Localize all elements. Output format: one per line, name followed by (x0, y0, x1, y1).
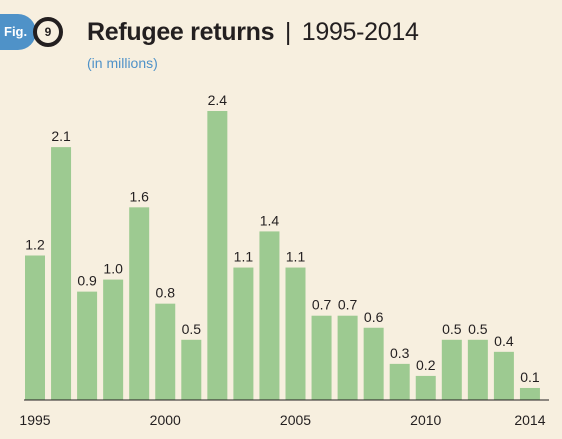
x-tick-2005: 2005 (280, 412, 311, 428)
x-tick-2010: 2010 (410, 412, 441, 428)
value-label-1999: 1.6 (129, 188, 149, 204)
value-label-2014: 0.1 (520, 369, 540, 385)
chart-title-main: Refugee returns (87, 18, 275, 46)
x-tick-1995: 1995 (19, 412, 50, 428)
bar-2012 (467, 339, 488, 400)
x-tick-group: 1995 2000 2005 2010 2014 (19, 412, 545, 428)
bar-2003 (233, 267, 254, 400)
bar-2004 (259, 231, 280, 400)
value-label-2003: 1.1 (234, 249, 254, 265)
value-label-2008: 0.6 (364, 309, 384, 325)
value-label-group: 1.2 2.1 0.9 1.0 1.6 0.8 0.5 2.4 1.1 1.4 1.1 0.7 0.7 0… (25, 92, 540, 385)
value-label-1996: 2.1 (51, 128, 71, 144)
value-label-1997: 0.9 (77, 273, 97, 289)
chart-title-separator: | (284, 18, 292, 46)
bar-2002 (207, 111, 228, 400)
x-tick-2014: 2014 (514, 412, 545, 428)
value-label-2006: 0.7 (312, 297, 332, 313)
bar-1998 (103, 279, 124, 400)
value-label-2012: 0.5 (468, 321, 488, 337)
bar-2007 (337, 315, 358, 400)
bar-2005 (285, 267, 306, 400)
bar-2013 (493, 351, 514, 400)
value-label-2013: 0.4 (494, 333, 514, 349)
figure-badge: Fig. 9 (0, 14, 63, 50)
bar-1995 (25, 255, 45, 400)
value-label-2011: 0.5 (442, 321, 462, 337)
chart-subtitle: (in millions) (87, 55, 158, 71)
bar-2001 (181, 339, 202, 400)
bar-2000 (155, 303, 176, 400)
bar-2008 (363, 327, 384, 400)
figure-label: Fig. (0, 14, 36, 50)
value-label-2000: 0.8 (156, 285, 176, 301)
bar-1996 (51, 147, 72, 400)
bar-2011 (441, 339, 462, 400)
bar-2006 (311, 315, 332, 400)
chart-title: Refugee returns | 1995-2014 (87, 18, 419, 47)
value-label-2001: 0.5 (182, 321, 202, 337)
chart-title-range: 1995-2014 (301, 18, 419, 46)
bar-group (25, 111, 540, 400)
value-label-2005: 1.1 (286, 249, 306, 265)
figure-number: 9 (33, 17, 63, 47)
value-label-2004: 1.4 (260, 212, 280, 228)
value-label-2007: 0.7 (338, 297, 358, 313)
value-label-1995: 1.2 (25, 237, 45, 253)
value-label-2002: 2.4 (208, 92, 228, 108)
bar-2009 (389, 363, 410, 400)
value-label-2010: 0.2 (416, 357, 436, 373)
value-label-1998: 1.0 (103, 261, 123, 277)
x-tick-2000: 2000 (150, 412, 181, 428)
bar-2014 (519, 387, 540, 400)
bar-1997 (77, 291, 98, 400)
bar-1999 (129, 207, 150, 400)
bar-2010 (415, 375, 436, 400)
value-label-2009: 0.3 (390, 345, 410, 361)
